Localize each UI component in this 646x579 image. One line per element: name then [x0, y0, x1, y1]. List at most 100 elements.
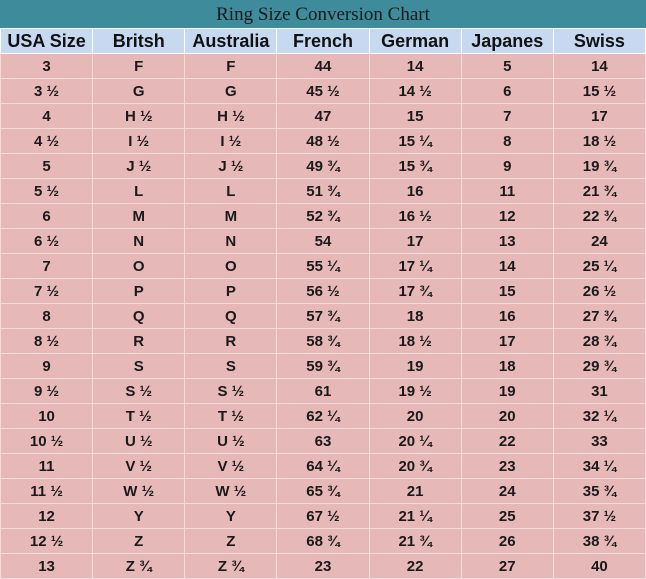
- table-cell: G: [92, 78, 186, 104]
- table-cell: 61: [276, 378, 370, 404]
- table-cell: 28 ¾: [552, 328, 646, 354]
- table-cell: 19 ¾: [552, 153, 646, 179]
- table-cell: 57 ¾: [276, 303, 370, 329]
- table-cell: 37 ½: [552, 503, 646, 529]
- table-cell: 32 ¼: [552, 403, 646, 429]
- table-cell: 10: [0, 403, 94, 429]
- table-cell: 20: [368, 403, 462, 429]
- table-cell: Z: [184, 528, 278, 554]
- table-cell: P: [92, 278, 186, 304]
- table-cell: 55 ¼: [276, 253, 370, 279]
- table-cell: 23: [276, 553, 370, 579]
- table-cell: S: [92, 353, 186, 379]
- table-cell: 14: [460, 253, 554, 279]
- table-cell: 22: [460, 428, 554, 454]
- table-cell: 5 ½: [0, 178, 94, 204]
- table-cell: 4: [0, 103, 94, 129]
- table-cell: 51 ¾: [276, 178, 370, 204]
- table-cell: 33: [552, 428, 646, 454]
- table-cell: Z ¾: [92, 553, 186, 579]
- table-cell: 45 ½: [276, 78, 370, 104]
- table-cell: 21 ¾: [368, 528, 462, 554]
- table-cell: 19: [460, 378, 554, 404]
- table-cell: 6 ½: [0, 228, 94, 254]
- table-cell: L: [92, 178, 186, 204]
- table-cell: 21 ¾: [552, 178, 646, 204]
- table-cell: 17: [460, 328, 554, 354]
- table-cell: 26: [460, 528, 554, 554]
- table-cell: 16: [460, 303, 554, 329]
- table-row: 8 ½ R R 58 ¾ 18 ½ 17 28 ¾: [0, 328, 646, 354]
- table-cell: Z ¾: [184, 553, 278, 579]
- table-row: 7 ½ P P 56 ½ 17 ¾ 15 26 ½: [0, 278, 646, 304]
- header-row: USA Size Britsh Australia French German Japan…: [0, 28, 646, 54]
- table-cell: 8: [0, 303, 94, 329]
- table-cell: 62 ¼: [276, 403, 370, 429]
- table-cell: 21 ¼: [368, 503, 462, 529]
- table-cell: 18 ½: [368, 328, 462, 354]
- table-cell: Q: [184, 303, 278, 329]
- table-cell: 12: [0, 503, 94, 529]
- table-cell: 18 ½: [552, 128, 646, 154]
- table-cell: 64 ¼: [276, 453, 370, 479]
- table-row: 3 ½ G G 45 ½ 14 ½ 6 15 ½: [0, 78, 646, 104]
- table-cell: J ½: [92, 153, 186, 179]
- table-cell: 19: [368, 353, 462, 379]
- table-cell: S ½: [92, 378, 186, 404]
- table-cell: 8: [460, 128, 554, 154]
- table-cell: 15: [368, 103, 462, 129]
- table-cell: Q: [92, 303, 186, 329]
- table-cell: 17 ¾: [368, 278, 462, 304]
- table-cell: 48 ½: [276, 128, 370, 154]
- table-cell: Z: [92, 528, 186, 554]
- table-cell: T ½: [184, 403, 278, 429]
- table-cell: 34 ¼: [552, 453, 646, 479]
- column-header: French: [276, 28, 370, 54]
- table-cell: 59 ¾: [276, 353, 370, 379]
- table-cell: T ½: [92, 403, 186, 429]
- table-cell: U ½: [184, 428, 278, 454]
- table-cell: 14: [552, 53, 646, 79]
- table-cell: 21: [368, 478, 462, 504]
- title-bar: Ring Size Conversion Chart: [0, 0, 646, 28]
- table-cell: 16 ½: [368, 203, 462, 229]
- table-row: 12 ½ Z Z 68 ¾ 21 ¾ 26 38 ¾: [0, 528, 646, 554]
- table-cell: 65 ¾: [276, 478, 370, 504]
- table-cell: 15 ¼: [368, 128, 462, 154]
- table-cell: 44: [276, 53, 370, 79]
- table-cell: 13: [0, 553, 94, 579]
- table-cell: 13: [460, 228, 554, 254]
- table-cell: Y: [184, 503, 278, 529]
- table-cell: 20: [460, 403, 554, 429]
- table-cell: 20 ¾: [368, 453, 462, 479]
- table-cell: 68 ¾: [276, 528, 370, 554]
- table-cell: Y: [92, 503, 186, 529]
- table-row: 5 ½ L L 51 ¾ 16 11 21 ¾: [0, 178, 646, 204]
- table-cell: 26 ½: [552, 278, 646, 304]
- column-header: German: [368, 28, 462, 54]
- column-header: Swiss: [552, 28, 646, 54]
- table-cell: 25 ¼: [552, 253, 646, 279]
- table-cell: 6: [0, 203, 94, 229]
- table-cell: H ½: [92, 103, 186, 129]
- table-cell: 11: [0, 453, 94, 479]
- table-cell: 22 ¾: [552, 203, 646, 229]
- table-cell: W ½: [92, 478, 186, 504]
- table-cell: F: [184, 53, 278, 79]
- table-cell: 49 ¾: [276, 153, 370, 179]
- table-cell: M: [92, 203, 186, 229]
- table-cell: I ½: [92, 128, 186, 154]
- table-row: 7 O O 55 ¼ 17 ¼ 14 25 ¼: [0, 253, 646, 279]
- table-header: USA Size Britsh Australia French German Japan…: [0, 28, 646, 54]
- table-cell: 23: [460, 453, 554, 479]
- table-row: 6 ½ N N 54 17 13 24: [0, 228, 646, 254]
- table-cell: 14 ½: [368, 78, 462, 104]
- table-cell: 7 ½: [0, 278, 94, 304]
